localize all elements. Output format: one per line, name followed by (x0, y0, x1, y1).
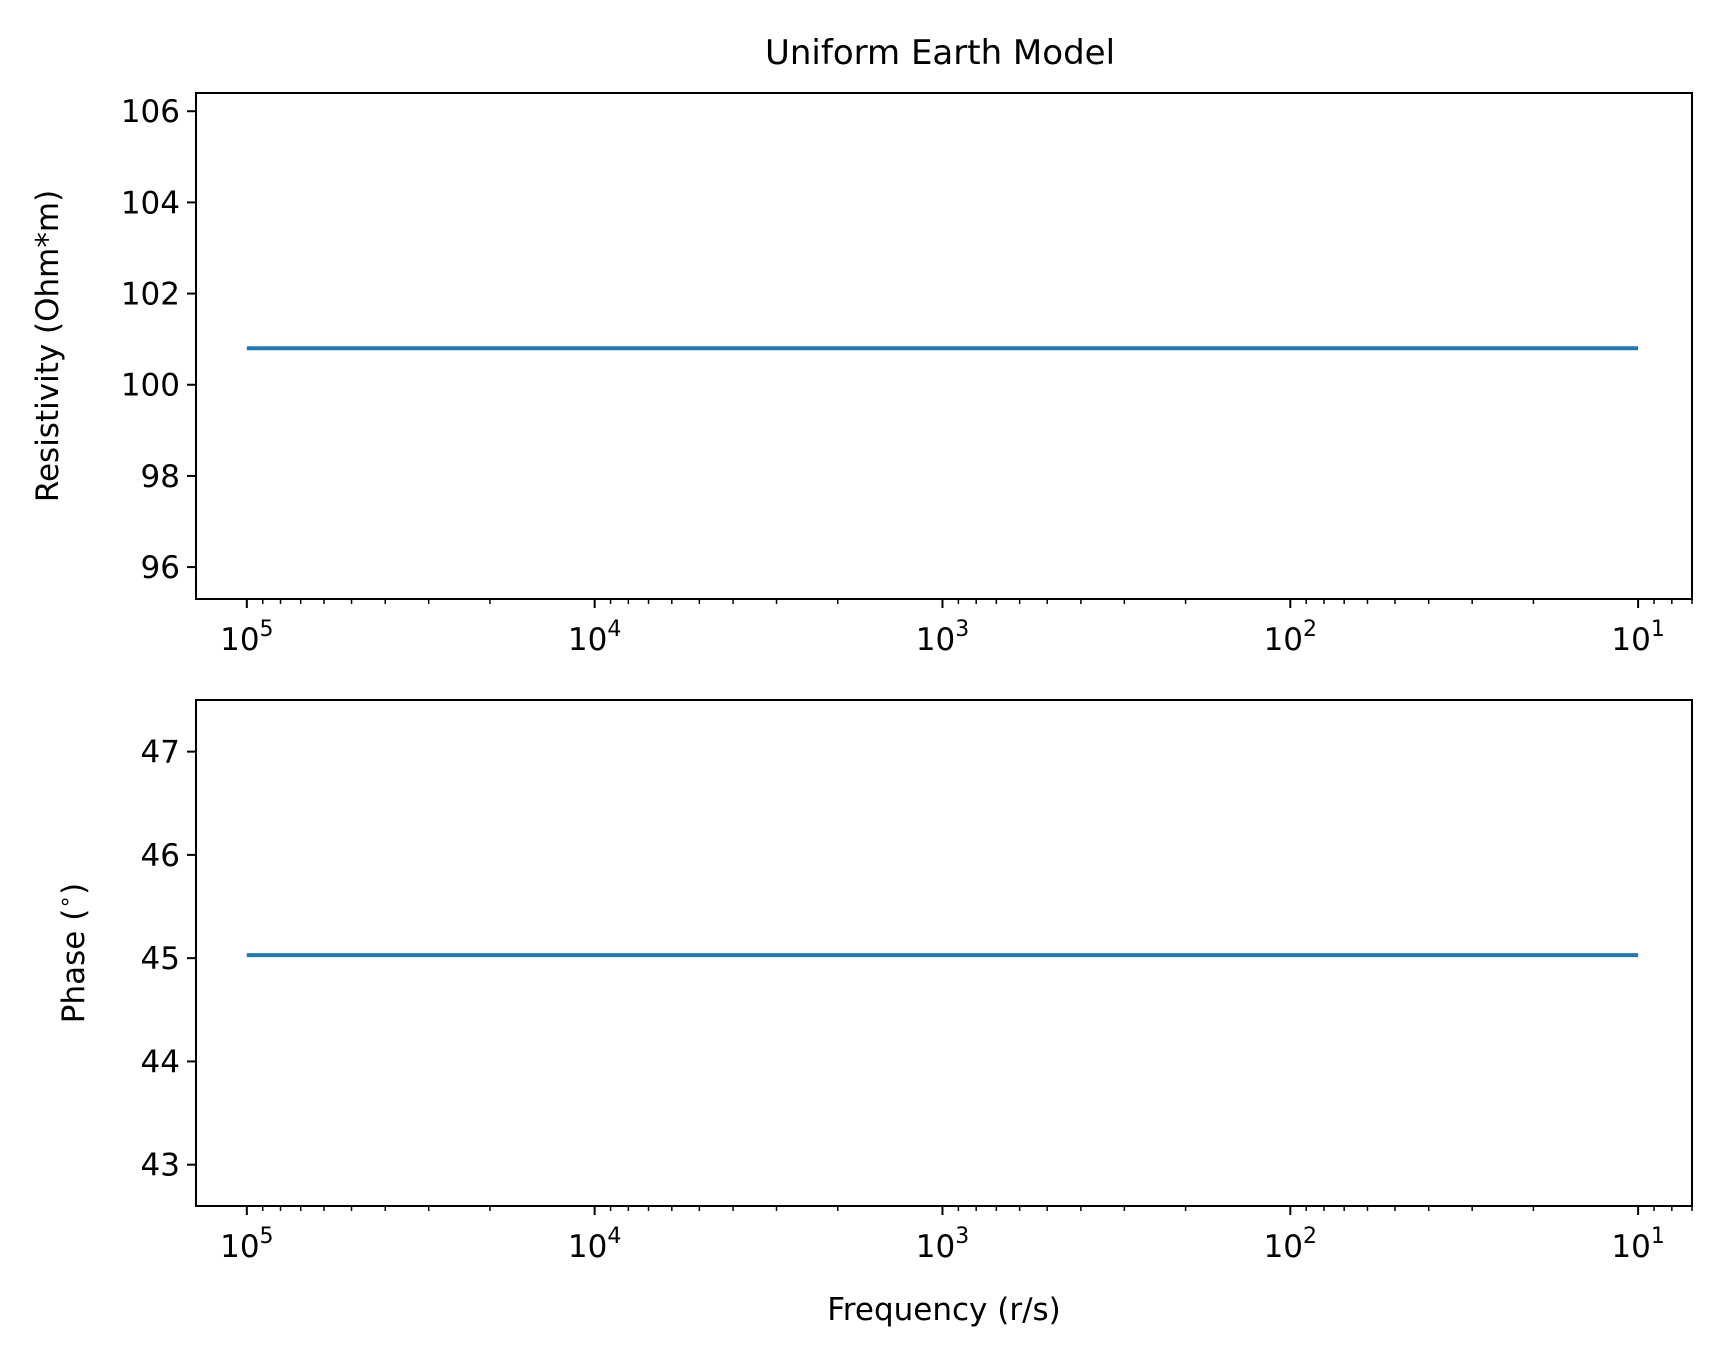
resistivity-panel: 96 98 100 102 104 106 105 104 103 102 101 Resistivi… (30, 92, 1693, 658)
y-tick-label: 45 (141, 941, 180, 977)
axes-frame (195, 699, 1693, 1207)
x-tick-label: 104 (568, 617, 621, 658)
axes-frame (195, 92, 1693, 600)
x-tick-label: 102 (1264, 1224, 1317, 1265)
x-tick-label: 101 (1611, 617, 1664, 658)
x-tick-label: 104 (568, 1224, 621, 1265)
y-tick-label: 100 (121, 368, 180, 404)
x-axis-label: Frequency (r/s) (827, 1292, 1061, 1328)
y-tick-label: 43 (141, 1148, 180, 1184)
x-tick-label: 103 (916, 1224, 969, 1265)
y-tick-label: 47 (141, 735, 180, 771)
y-tick-label: 46 (141, 838, 180, 874)
figure-title: Uniform Earth Model (765, 33, 1115, 73)
y-tick-label: 102 (121, 277, 180, 313)
phase-panel: 43 44 45 46 47 105 104 103 102 101 Phase (∘) Freque… (53, 699, 1693, 1328)
x-tick-label: 105 (220, 617, 273, 658)
x-tick-label: 102 (1264, 617, 1317, 658)
y-axis-label: Phase (∘) (53, 883, 92, 1023)
y-tick-label: 44 (141, 1044, 180, 1080)
x-tick-label: 103 (916, 617, 969, 658)
y-tick-label: 96 (141, 550, 180, 586)
x-tick-label: 105 (220, 1224, 273, 1265)
y-tick-label: 98 (141, 459, 180, 495)
x-tick-label: 101 (1611, 1224, 1664, 1265)
y-axis-label: Resistivity (Ohm*m) (30, 190, 66, 502)
y-tick-label: 106 (121, 94, 180, 130)
y-tick-label: 104 (121, 185, 180, 221)
